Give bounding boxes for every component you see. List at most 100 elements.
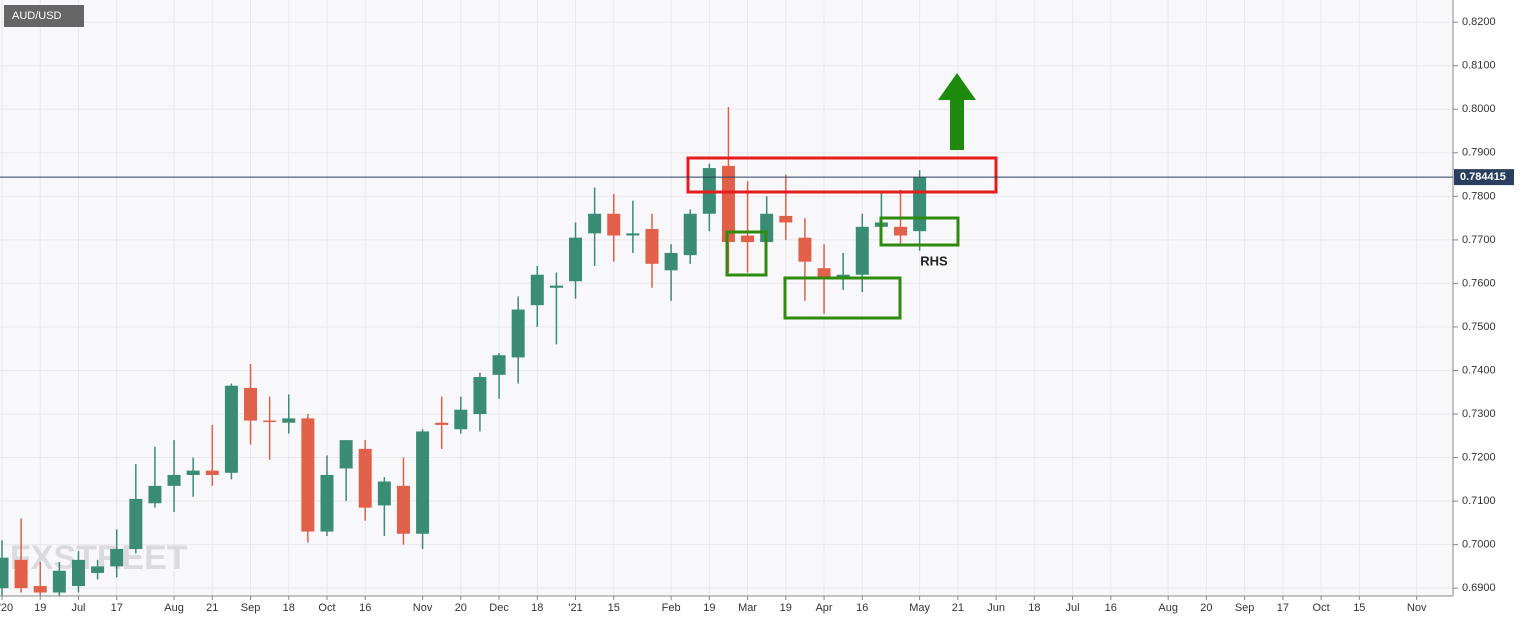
x-tick-label: 20 — [455, 602, 467, 614]
y-tick-label: 0.7700 — [1462, 234, 1496, 246]
candle-body — [721, 165, 735, 243]
candle-body — [549, 285, 563, 288]
candle-body — [358, 448, 372, 508]
y-tick-label: 0.7500 — [1462, 321, 1496, 333]
x-tick-label: 15 — [608, 602, 620, 614]
x-tick-label: 18 — [283, 602, 295, 614]
candle-body — [779, 215, 793, 223]
x-tick-label: 16 — [1105, 602, 1117, 614]
candle-body — [894, 226, 908, 236]
candle-body — [416, 431, 430, 534]
y-tick-label: 0.7900 — [1462, 147, 1496, 159]
candle-body — [148, 485, 162, 504]
x-tick-label: Dec — [489, 602, 509, 614]
x-tick-label: 18 — [1028, 602, 1040, 614]
candle-body — [282, 418, 296, 423]
left-shoulder-box — [725, 230, 768, 277]
candle-body — [320, 474, 334, 532]
candle-body — [588, 213, 602, 234]
candle-body — [301, 418, 315, 532]
candle-body — [626, 233, 640, 236]
candle-body — [339, 440, 353, 469]
candle-body — [569, 237, 583, 282]
x-tick-label: 21 — [206, 602, 218, 614]
candle-body — [91, 566, 105, 573]
candle-body — [683, 213, 697, 256]
candle-body — [798, 237, 812, 262]
candle-body — [760, 213, 774, 243]
x-tick-label: Apr — [815, 602, 832, 614]
candle-body — [473, 377, 487, 415]
x-tick-label: '21 — [568, 602, 582, 614]
y-tick-label: 0.8200 — [1462, 16, 1496, 28]
candle-body — [454, 409, 468, 430]
x-tick-label: 18 — [531, 602, 543, 614]
plot-background — [0, 0, 1453, 596]
x-tick-label: May — [909, 602, 930, 614]
x-tick-label: 16 — [359, 602, 371, 614]
y-tick-label: 0.7000 — [1462, 539, 1496, 551]
head-box — [783, 276, 902, 320]
x-tick-label: 17 — [1277, 602, 1289, 614]
title-box — [4, 5, 84, 27]
x-tick-label: 17 — [111, 602, 123, 614]
candle-body — [0, 557, 9, 589]
x-tick-label: 19 — [34, 602, 46, 614]
y-tick-label: 0.7200 — [1462, 451, 1496, 463]
x-tick-label: Sep — [241, 602, 261, 614]
candle-body — [435, 422, 449, 425]
x-tick-label: 16 — [856, 602, 868, 614]
x-tick-label: 19 — [703, 602, 715, 614]
candle-body — [167, 474, 181, 486]
y-tick-label: 0.6900 — [1462, 582, 1496, 594]
x-tick-label: 21 — [952, 602, 964, 614]
candle-body — [186, 470, 200, 475]
y-tick-label: 0.7600 — [1462, 277, 1496, 289]
up-arrow — [938, 73, 976, 150]
x-tick-label: Mar — [738, 602, 757, 614]
x-tick-label: Nov — [1407, 602, 1427, 614]
candle-body — [913, 177, 927, 232]
candle-body — [741, 235, 755, 243]
candle-body — [110, 548, 124, 567]
x-tick-label: 19 — [780, 602, 792, 614]
annotation: RHS — [920, 253, 948, 268]
candle-body — [377, 481, 391, 506]
x-tick-label: Sep — [1235, 602, 1255, 614]
x-tick-label: Aug — [1158, 602, 1178, 614]
candle-body — [52, 570, 66, 593]
candle-body — [492, 355, 506, 375]
x-tick-label: '20 — [0, 602, 13, 614]
x-tick-label: 15 — [1353, 602, 1365, 614]
candle-body — [263, 420, 277, 423]
candle-body — [396, 485, 410, 534]
y-tick-label: 0.7100 — [1462, 495, 1496, 507]
candle-body — [14, 559, 28, 589]
candle-body — [817, 268, 831, 277]
y-tick-label: 0.7800 — [1462, 190, 1496, 202]
x-tick-label: 20 — [1200, 602, 1212, 614]
candle-body — [129, 498, 143, 549]
candle-body — [664, 252, 678, 271]
x-tick-label: Oct — [318, 602, 335, 614]
candle-body — [645, 228, 659, 264]
x-tick-label: Nov — [413, 602, 433, 614]
x-tick-label: Jun — [987, 602, 1005, 614]
y-tick-label: 0.8000 — [1462, 103, 1496, 115]
candle-body — [530, 274, 544, 306]
x-tick-label: Aug — [164, 602, 184, 614]
candle-body — [224, 385, 238, 473]
x-tick-label: Feb — [662, 602, 681, 614]
y-tick-label: 0.7400 — [1462, 364, 1496, 376]
last-price-box — [1454, 169, 1514, 186]
candle-body — [607, 213, 621, 236]
y-tick-label: 0.7300 — [1462, 408, 1496, 420]
right-shoulder-box — [879, 216, 960, 247]
y-tick-label: 0.8100 — [1462, 60, 1496, 72]
candle-body — [855, 226, 869, 275]
candle-body — [33, 585, 47, 593]
candle-body — [205, 470, 219, 475]
x-tick-label: Jul — [1066, 602, 1080, 614]
candle-body — [244, 387, 258, 421]
